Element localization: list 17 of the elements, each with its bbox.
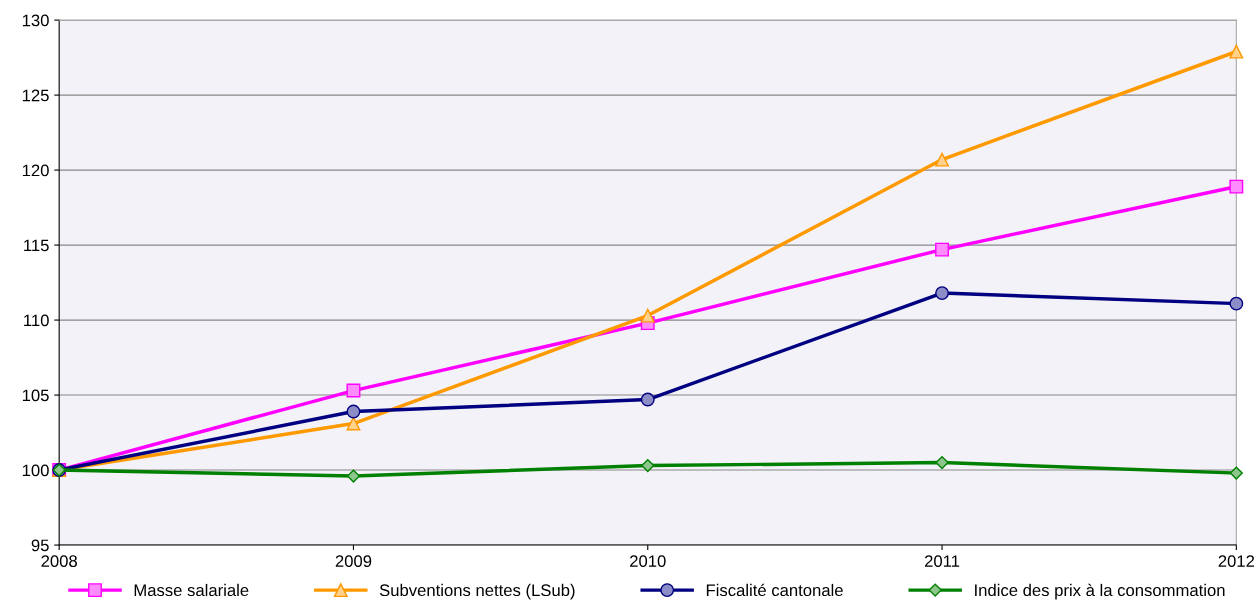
y-tick-label: 105 (22, 389, 49, 402)
y-tick-label: 100 (22, 464, 49, 477)
x-tick-label: 2010 (630, 555, 666, 568)
legend-label: Masse salariale (134, 583, 249, 597)
legend-label: Indice des prix à la consommation (975, 583, 1225, 600)
y-tick-label: 95 (31, 539, 49, 552)
legend-label: Subventions nettes (LSub) (379, 583, 575, 600)
y-tick-label: 115 (24, 239, 49, 252)
x-tick-label: 2012 (1218, 555, 1255, 568)
y-tick-label: 125 (22, 89, 49, 102)
x-tick-label: 2008 (41, 555, 77, 568)
x-tick-label: 2009 (335, 555, 372, 568)
y-tick-label: 120 (22, 164, 49, 177)
y-tick-label: 130 (22, 14, 49, 27)
legend-label: Fiscalité cantonale (706, 583, 843, 597)
y-tick-label: 110 (24, 314, 49, 327)
x-tick-label: 2011 (924, 555, 960, 568)
